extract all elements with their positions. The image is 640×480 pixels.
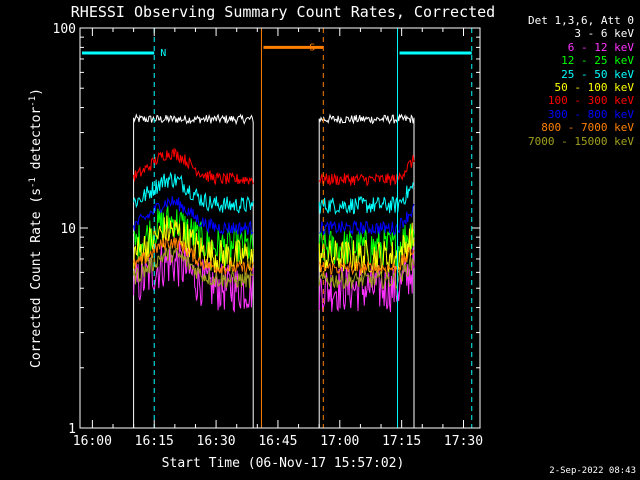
series-line-8-segment-0 — [133, 245, 254, 289]
plot-frame — [79, 27, 481, 429]
series-line-7-segment-1 — [318, 246, 415, 276]
series-line-1-segment-0 — [133, 240, 254, 313]
legend: Det 1,3,6, Att 0 3 - 6 keV 6 - 12 keV 12… — [528, 14, 634, 148]
series-line-0-segment-1 — [318, 113, 415, 428]
y-axis-label: Corrected Count Rate (s-1 detector-1) — [28, 88, 44, 368]
y-axis-label-main: Corrected Count Rate (s — [29, 188, 44, 368]
x-tick-label: 16:45 — [258, 434, 297, 449]
x-tick-label: 16:15 — [135, 434, 174, 449]
legend-entry-12-25: 12 - 25 keV — [561, 54, 634, 68]
series-line-0-segment-0 — [133, 113, 254, 428]
y-axis-label-sup1: -1 — [28, 177, 38, 188]
legend-entry-50-100: 50 - 100 keV — [554, 81, 634, 95]
x-tick-label: 17:30 — [444, 434, 483, 449]
legend-entry-800-7000: 800 - 7000 keV — [541, 121, 634, 135]
legend-title: Det 1,3,6, Att 0 — [528, 14, 634, 27]
x-tick-label: 17:00 — [320, 434, 359, 449]
x-tick-label: 16:30 — [197, 434, 236, 449]
legend-entry-100-300: 100 - 300 keV — [547, 94, 634, 108]
y-axis-label-sup2: -1 — [28, 96, 38, 107]
x-tick-label: 16:00 — [73, 434, 112, 449]
legend-entry-25-50: 25 - 50 keV — [561, 67, 634, 81]
legend-entry-3-6: 3 - 6 keV — [574, 27, 634, 41]
series-line-4-segment-0 — [133, 215, 254, 273]
legend-entry-6-12: 6 - 12 keV — [567, 40, 634, 54]
event-label-2: S — [309, 42, 315, 53]
y-tick-label: 1 — [68, 422, 76, 437]
y-axis-label-mid: detector — [29, 107, 44, 178]
series-line-5-segment-1 — [318, 155, 415, 187]
series-line-6-segment-1 — [319, 203, 415, 237]
series-line-4-segment-1 — [318, 222, 415, 274]
y-tick-label: 100 — [53, 22, 76, 37]
plot-area: N S 1 10 100 16:00 16:15 16:30 16:45 17:00 17:15 17… — [53, 22, 484, 449]
series-line-3-segment-0 — [133, 171, 254, 214]
series-line-5-segment-0 — [133, 147, 254, 186]
timestamp: 2-Sep-2022 08:43 — [549, 466, 636, 476]
series-line-6-segment-0 — [133, 196, 254, 236]
series-line-8-segment-1 — [318, 255, 415, 290]
y-axis-label-end: ) — [29, 88, 44, 96]
chart-title: RHESSI Observing Summary Count Rates, Co… — [71, 3, 495, 21]
legend-entry-7000-15000: 7000 - 15000 keV — [528, 134, 634, 148]
series-line-1-segment-1 — [318, 247, 415, 313]
series-line-3-segment-1 — [318, 182, 415, 216]
series-line-7-segment-0 — [133, 236, 254, 277]
event-label-0: N — [160, 48, 166, 59]
x-axis-label: Start Time (06-Nov-17 15:57:02) — [162, 456, 405, 471]
x-tick-label: 17:15 — [382, 434, 421, 449]
y-tick-label: 10 — [60, 222, 76, 237]
legend-entry-300-800: 300 - 800 keV — [547, 107, 634, 121]
